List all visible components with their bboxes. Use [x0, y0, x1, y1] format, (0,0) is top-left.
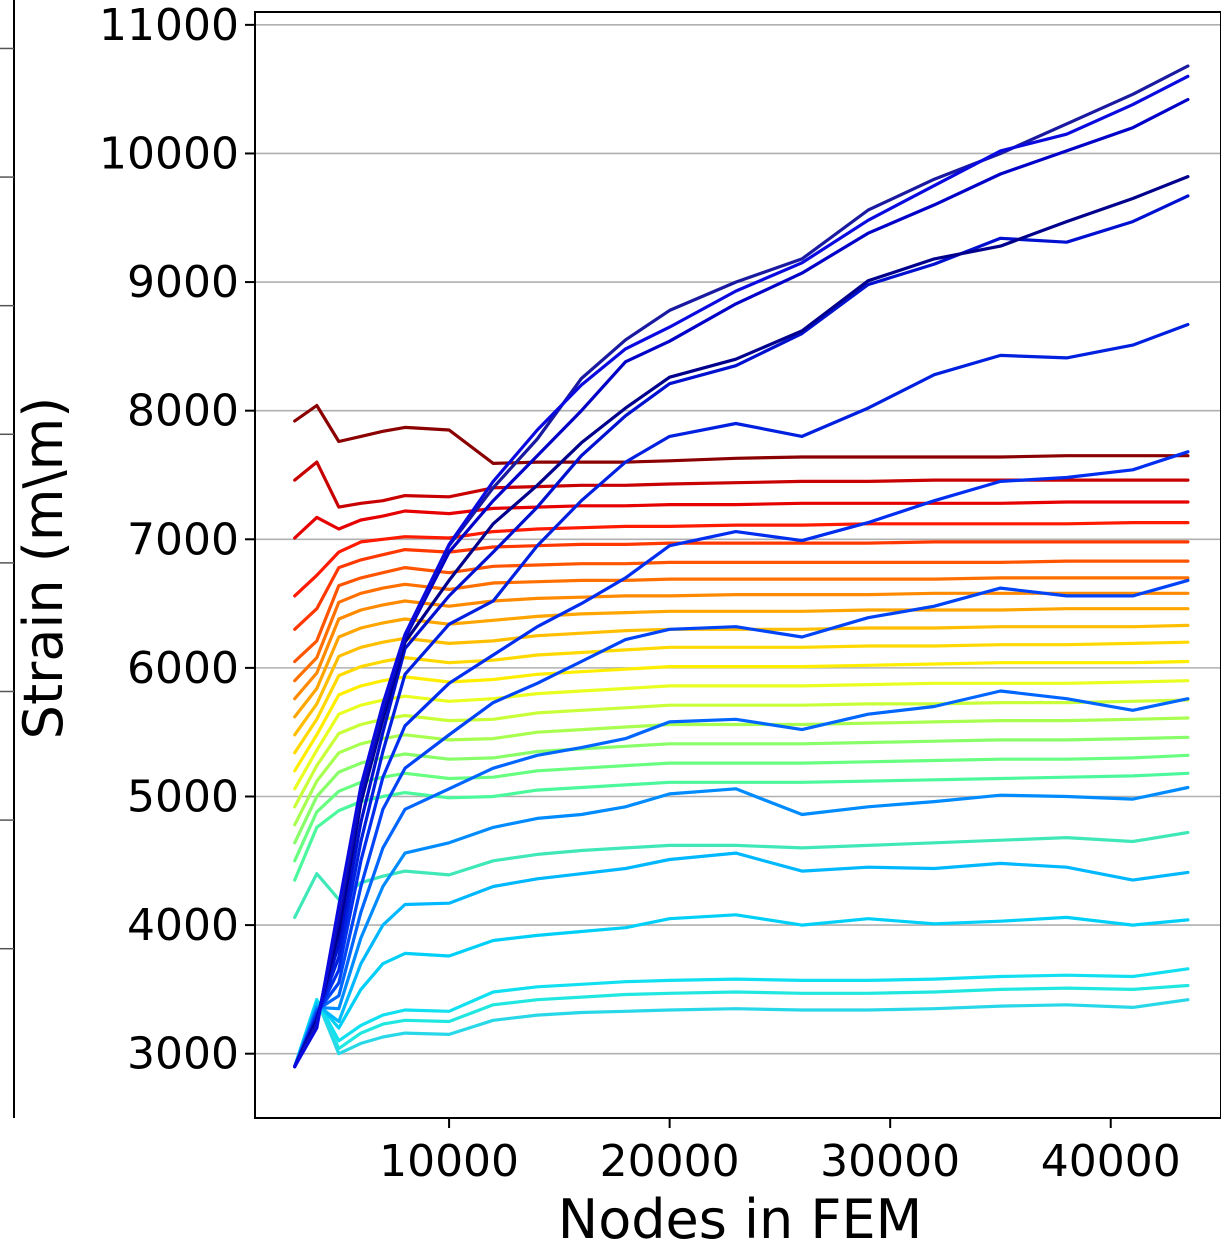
plot-frame [254, 11, 1221, 1119]
series-line-30 [293, 175, 1190, 1069]
y-tick-label: 10000 [99, 128, 239, 179]
series-line-4 [293, 540, 1190, 631]
series-line-7 [293, 591, 1190, 701]
series-line-9 [293, 623, 1190, 737]
series-line-14 [293, 716, 1190, 827]
series-line-11 [293, 659, 1190, 773]
x-tick-label: 10000 [379, 1136, 519, 1187]
x-tick-label: 40000 [1041, 1136, 1181, 1187]
y-tick-label: 8000 [127, 386, 239, 437]
series-line-13 [293, 698, 1190, 809]
series-line-2 [293, 500, 1190, 540]
series-line-26 [293, 578, 1190, 1069]
series-line-20 [293, 998, 1190, 1069]
y-gridlines [255, 24, 1221, 1055]
y-tick-label: 9000 [127, 257, 239, 308]
x-axis-label: Nodes in FEM [558, 1188, 922, 1245]
x-tick-label: 30000 [820, 1136, 960, 1187]
series-line-21 [293, 967, 1190, 1069]
x-axis-ticks: 10000 20000 30000 40000 [379, 1118, 1181, 1187]
y-tick-label: 4000 [127, 900, 239, 951]
series-line-24 [293, 785, 1190, 1069]
series-line-12 [293, 679, 1190, 791]
series-line-15 [293, 735, 1190, 845]
y-tick-label: 7000 [127, 514, 239, 565]
x-tick-label: 20000 [600, 1136, 740, 1187]
series-line-8 [293, 607, 1190, 719]
y-axis-ticks: 3000 4000 5000 6000 7000 8000 9000 10000 11000 [99, 0, 255, 1080]
series-line-3 [293, 520, 1190, 598]
series-line-29 [293, 194, 1190, 1069]
y-tick-label: 3000 [127, 1029, 239, 1080]
left-panel-ticks [0, 47, 14, 950]
series-line-6 [293, 576, 1190, 683]
series-line-25 [293, 689, 1190, 1069]
series-line-27 [293, 450, 1190, 1069]
series-line-18 [293, 830, 1190, 920]
series-line-31 [293, 97, 1190, 1069]
y-axis-label: Strain (m\m) [12, 397, 75, 740]
series-line-33 [293, 74, 1190, 1069]
series-line-19 [293, 983, 1190, 1069]
series-line-0 [293, 403, 1190, 465]
series-line-5 [293, 559, 1190, 664]
y-tick-label: 11000 [99, 0, 239, 51]
series-line-23 [293, 851, 1190, 1069]
series-line-28 [293, 322, 1190, 1069]
series-line-1 [293, 460, 1190, 509]
y-tick-label: 5000 [127, 771, 239, 822]
y-tick-label: 6000 [127, 643, 239, 694]
series-line-22 [293, 913, 1190, 1069]
series-lines [293, 64, 1190, 1069]
